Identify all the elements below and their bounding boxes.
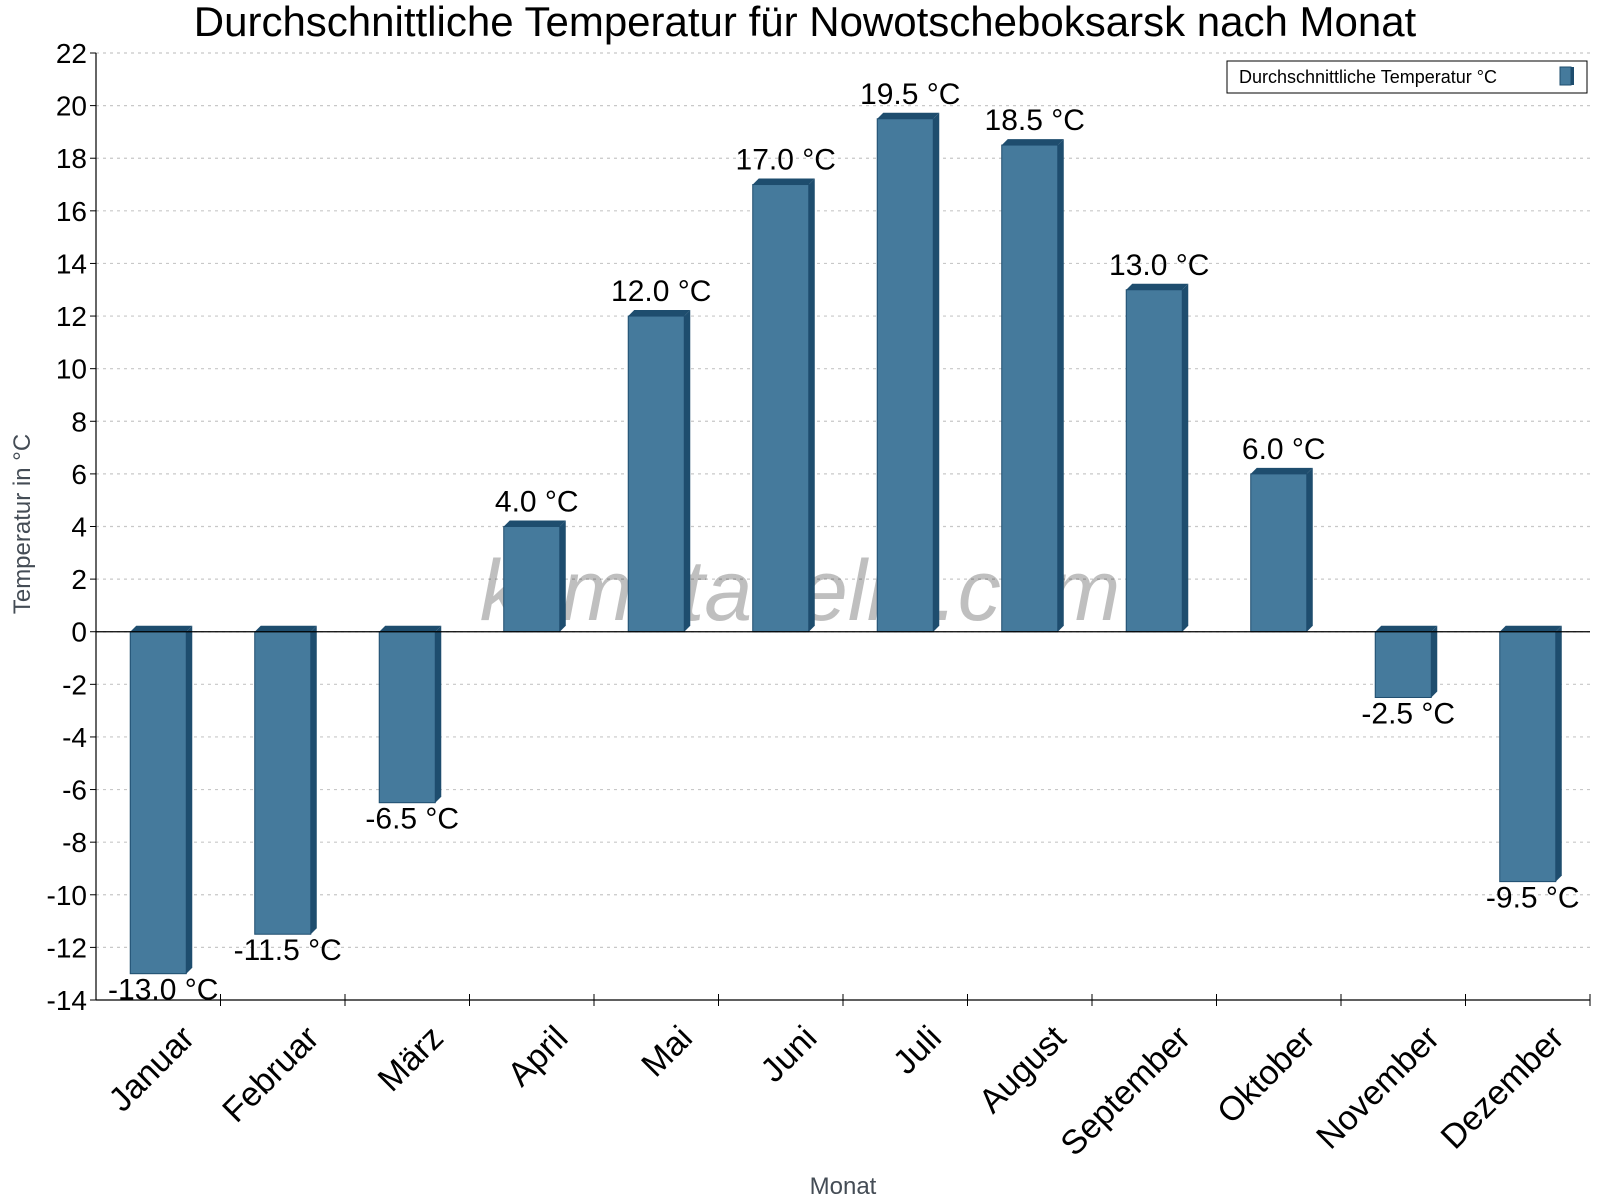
data-label: 12.0 °C [611,275,711,308]
x-tick-label: August [972,1018,1074,1120]
data-label: -11.5 °C [234,934,342,967]
y-axis-label: Temperatur in °C [9,434,36,614]
data-label: 17.0 °C [736,144,836,177]
data-label: -13.0 °C [108,974,218,1007]
data-label: 19.5 °C [860,78,960,111]
bar-side [186,625,193,974]
bar-april [503,526,561,633]
bar-november [1374,631,1432,698]
y-tick-label: -8 [62,827,87,858]
data-label: 13.0 °C [1109,249,1209,282]
data-label: 4.0 °C [495,486,579,519]
bar-märz [378,631,436,804]
bar-side [1057,139,1064,632]
x-tick-label: Juni [753,1019,824,1090]
y-tick-label: 2 [71,564,87,595]
bar-top [503,520,566,527]
bar-top [1001,139,1064,146]
y-tick-label: 22 [56,38,87,69]
bar-side [435,625,442,803]
legend-swatch-side [1571,67,1574,85]
bar-side [1431,625,1438,698]
y-tick-label: -12 [47,932,87,963]
bar-side [684,310,691,632]
legend-box [1226,60,1588,94]
y-tick-label: 6 [71,459,87,490]
bar-juli [876,118,934,633]
y-tick-label: 18 [56,143,87,174]
y-tick-label: 14 [56,248,87,279]
y-tick-label: 10 [56,354,87,385]
bar-top [379,625,442,632]
y-tick-label: 20 [56,91,87,122]
bar-side [1182,283,1189,632]
data-label: 18.5 °C [985,104,1085,137]
bar-januar [129,631,187,975]
y-tick-label: 16 [56,196,87,227]
data-label: 6.0 °C [1242,433,1326,466]
chart-title: Durchschnittliche Temperatur für Nowotsc… [194,0,1417,45]
x-tick-label: Januar [102,1019,202,1119]
data-label: -9.5 °C [1486,882,1580,915]
bar-top [752,178,815,185]
bar-top [628,310,691,317]
legend-swatch [1559,66,1572,86]
bar-mai [627,315,685,633]
bar-september [1125,289,1183,633]
x-tick-label: März [371,1019,451,1099]
bar-juni [752,184,810,633]
x-tick-label: Oktober [1210,1019,1322,1131]
x-tick-label: November [1309,1019,1447,1157]
y-tick-label: -4 [62,722,87,753]
y-tick-label: 4 [71,512,87,543]
x-axis-ticks: Januar Februar März April Mai Juni Juli AugustS… [102,994,1591,1163]
y-tick-label: -2 [62,669,87,700]
y-tick-label: -14 [47,985,87,1016]
y-tick-label: -10 [47,880,87,911]
bar-oktober [1250,473,1308,633]
bar-top [1375,625,1438,632]
y-tick-label: 0 [71,617,87,648]
y-tick-label: 8 [71,406,87,437]
x-tick-label: Dezember [1434,1019,1572,1157]
bar-side [559,520,566,632]
bar-side [310,625,317,935]
bar-side [1555,625,1562,882]
bar-top [1126,283,1189,290]
legend: Durchschnittliche Temperatur °C [1226,60,1588,94]
grid-lines [96,52,1590,948]
bar-februar [254,631,312,935]
x-tick-label: September [1053,1019,1197,1163]
data-label: -6.5 °C [365,803,459,836]
bar-top [1250,467,1313,474]
bar-dezember [1499,631,1557,883]
y-tick-label: -6 [62,775,87,806]
data-label: -2.5 °C [1361,697,1455,730]
bar-top [130,625,193,632]
x-tick-label: Februar [215,1019,326,1130]
y-tick-label: 12 [56,301,87,332]
bar-side [933,112,940,632]
bar-side [808,178,815,632]
bar-top [254,625,317,632]
x-tick-label: April [500,1019,575,1094]
bar-august [1001,144,1059,633]
bars [129,112,1562,975]
legend-label: Durchschnittliche Temperatur °C [1239,67,1497,87]
data-labels: -13.0 °C -11.5 °C -6.5 °C 4.0 °C 12.0 °C 17.0… [108,78,1580,1007]
x-tick-label: Juli [886,1019,949,1082]
bar-top [1499,625,1562,632]
x-axis-label: Monat [810,1173,877,1200]
bar-top [877,112,940,119]
x-tick-label: Mai [634,1019,700,1085]
bar-side [1306,467,1313,632]
